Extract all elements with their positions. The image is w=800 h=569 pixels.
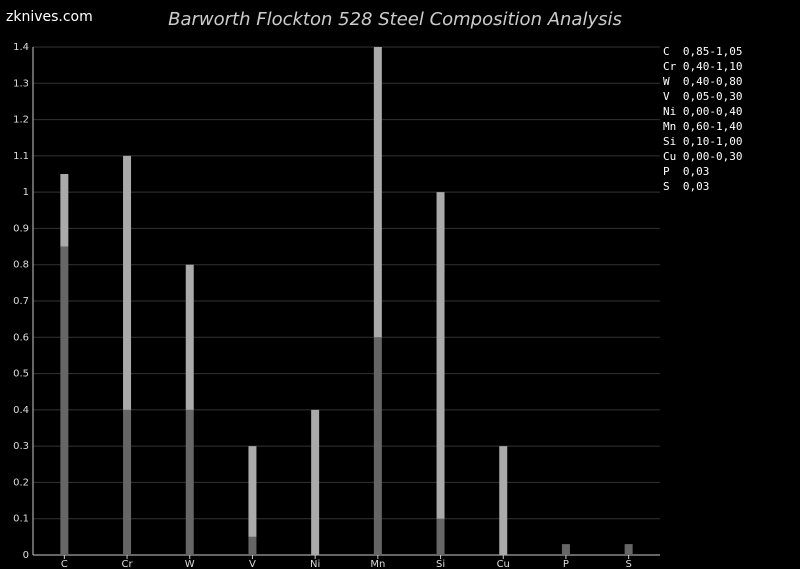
y-tick-label: 0.6 (13, 332, 29, 343)
spec-label: Cr 0,40-1,10 (663, 60, 742, 73)
spec-label: Si 0,10-1,00 (663, 135, 742, 148)
chart-title: Barworth Flockton 528 Steel Composition … (168, 9, 622, 30)
bar-min (123, 409, 132, 555)
bar-range (185, 264, 194, 410)
spec-label: Cu 0,00-0,30 (663, 150, 742, 163)
y-tick-label: 1.1 (13, 151, 29, 162)
y-tick-label: 0.1 (13, 514, 29, 525)
y-tick-label: 0.2 (13, 477, 29, 488)
bar-range (499, 446, 508, 555)
bar-range (60, 174, 69, 247)
x-tick-label: Cr (122, 559, 134, 569)
x-tick-label: S (625, 559, 631, 569)
site-logo: zknives.com (6, 9, 93, 25)
x-tick-label: P (563, 559, 569, 569)
y-tick-label: 0.8 (13, 260, 29, 271)
y-tick-label: 0.3 (13, 441, 29, 452)
bar-min (60, 246, 69, 556)
bar-range (373, 47, 382, 338)
spec-label: S 0,03 (663, 180, 709, 193)
y-tick-label: 1 (23, 187, 29, 198)
y-tick-label: 0.4 (13, 405, 29, 416)
bar-min (624, 544, 633, 555)
bar-min (248, 536, 257, 555)
y-tick-label: 1.3 (13, 78, 29, 89)
y-tick-label: 1.4 (13, 42, 29, 53)
y-tick-label: 0.5 (13, 369, 29, 380)
spec-label: P 0,03 (663, 165, 709, 178)
spec-label: C 0,85-1,05 (663, 45, 742, 58)
x-tick-label: V (249, 559, 256, 569)
bar-min (373, 337, 382, 555)
spec-label: Ni 0,00-0,40 (663, 105, 742, 118)
x-tick-label: Mn (370, 559, 385, 569)
x-tick-label: C (61, 559, 68, 569)
y-tick-label: 0 (23, 550, 29, 561)
spec-label: W 0,40-0,80 (663, 75, 742, 88)
bar-min (561, 544, 570, 555)
y-tick-label: 1.2 (13, 115, 29, 126)
spec-label: Mn 0,60-1,40 (663, 120, 742, 133)
y-tick-label: 0.9 (13, 223, 29, 234)
bar-range (436, 192, 445, 519)
x-tick-label: Cu (497, 559, 510, 569)
bar-min (436, 518, 445, 555)
bar-range (248, 446, 257, 537)
y-tick-label: 0.7 (13, 296, 29, 307)
x-tick-label: Ni (310, 559, 320, 569)
bar-range (123, 155, 132, 410)
spec-label: V 0,05-0,30 (663, 90, 742, 103)
bar-range (311, 409, 320, 555)
x-tick-label: W (185, 559, 195, 569)
bar-min (185, 409, 194, 555)
x-tick-label: Si (436, 559, 445, 569)
